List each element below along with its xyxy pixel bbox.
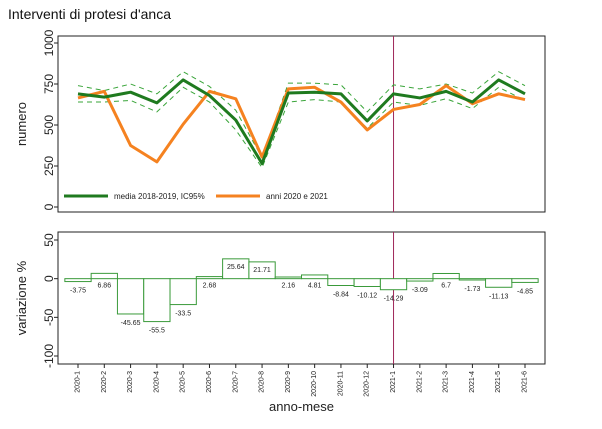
bar-2020-10 [301, 274, 329, 280]
bar-value-label: -1.73 [464, 286, 480, 293]
x-tick-label: 2020-5 [180, 371, 187, 393]
x-tick-label: 2020-4 [153, 371, 160, 393]
top-y-axis-title: numero [14, 102, 29, 146]
x-tick-label: 2020-8 [259, 371, 266, 393]
bottom-y-tick-label: 0 [42, 275, 56, 282]
x-tick-label: 2021-1 [390, 371, 397, 393]
series-line-media-2018-2019 [77, 78, 526, 166]
bar-value-label: 6.86 [97, 283, 111, 290]
bar-value-label: -8.84 [333, 292, 349, 299]
legend-label-anni: anni 2020 e 2021 [266, 192, 328, 201]
top-y-tick-label: 1000 [42, 29, 56, 56]
top-panel: 0 250 500 750 1000 numero media 2018-2019, IC9… [14, 29, 546, 213]
legend-label-media: media 2018-2019, IC95% [114, 192, 205, 201]
top-y-tick-label: 0 [42, 203, 56, 210]
bar-2020-3 [116, 278, 145, 315]
bar-value-label: -4.85 [517, 288, 533, 295]
bar-value-label: -14.29 [384, 296, 404, 303]
bar-2021-5 [485, 278, 513, 288]
x-tick-label: 2021-3 [443, 371, 450, 393]
chart-title: Interventi di protesi d'anca [8, 6, 171, 22]
x-tick-label: 2021-4 [469, 371, 476, 393]
bar-value-label: -3.75 [70, 288, 86, 295]
bar-value-label: -11.13 [489, 293, 508, 300]
bar-2021-2 [406, 278, 434, 282]
bottom-y-tick-label: 50 [42, 233, 56, 247]
bar-value-label: -10.12 [357, 292, 377, 299]
bar-2020-6 [195, 276, 224, 280]
bar-value-label: 4.81 [308, 283, 322, 290]
top-y-tick-label: 500 [42, 115, 56, 135]
bar-value-label: 2.68 [203, 283, 217, 290]
bottom-plot-frame [57, 231, 546, 365]
bar-value-label: 21.71 [253, 267, 271, 274]
x-tick-label: 2021-6 [522, 371, 529, 393]
ci-upper-line [77, 71, 526, 160]
bar-2020-9 [274, 276, 302, 280]
bar-value-label: 2.16 [282, 283, 296, 290]
bottom-y-tick-label: -100 [42, 344, 56, 368]
x-tick-label: 2021-5 [495, 371, 502, 393]
x-tick-label: 2020-6 [206, 371, 213, 393]
x-tick-label: 2020-7 [232, 371, 239, 393]
bar-value-label: -55.5 [149, 328, 165, 335]
bar-2020-2 [90, 272, 118, 280]
bar-2021-4 [458, 278, 487, 281]
bar-2020-1 [64, 278, 92, 283]
bottom-panel: -100 -50 0 50 variazione % -3.75 6.86 -45.65 -55… [14, 231, 546, 414]
bar-2020-4 [143, 278, 171, 323]
bar-2020-8 [248, 261, 276, 280]
x-tick-label: 2020-12 [364, 371, 371, 397]
x-tick-label: 2020-10 [311, 371, 318, 397]
top-plot-frame [57, 35, 546, 213]
bottom-y-tick-label: -50 [42, 308, 56, 326]
bar-2021-6 [511, 278, 539, 283]
x-tick-label: 2020-11 [337, 371, 344, 396]
top-y-tick-label: 750 [42, 74, 56, 94]
x-axis-title: anno-mese [269, 399, 334, 414]
top-y-tick-label: 250 [42, 156, 56, 176]
bar-2020-12 [353, 278, 381, 287]
ci-lower-line [78, 86, 526, 169]
x-tick-label: 2020-9 [285, 371, 292, 393]
bar-2021-1 [379, 278, 408, 291]
bottom-y-axis-title: variazione % [14, 260, 29, 335]
x-tick-label: 2020-2 [101, 371, 108, 393]
bar-2020-11 [327, 278, 355, 287]
bar-value-label: 25.64 [227, 264, 245, 271]
bar-2020-5 [169, 278, 197, 306]
bar-value-label: -45.65 [121, 320, 141, 327]
bar-value-label: -33.5 [175, 311, 191, 318]
series-line-anni-2020-2021 [77, 84, 526, 164]
bar-value-label: -3.09 [412, 287, 428, 294]
x-tick-label: 2020-3 [127, 371, 134, 393]
bar-2021-3 [432, 272, 460, 280]
x-tick-label: 2020-1 [75, 371, 82, 393]
bar-value-label: 6.7 [441, 283, 451, 290]
x-tick-label: 2021-2 [416, 371, 423, 393]
